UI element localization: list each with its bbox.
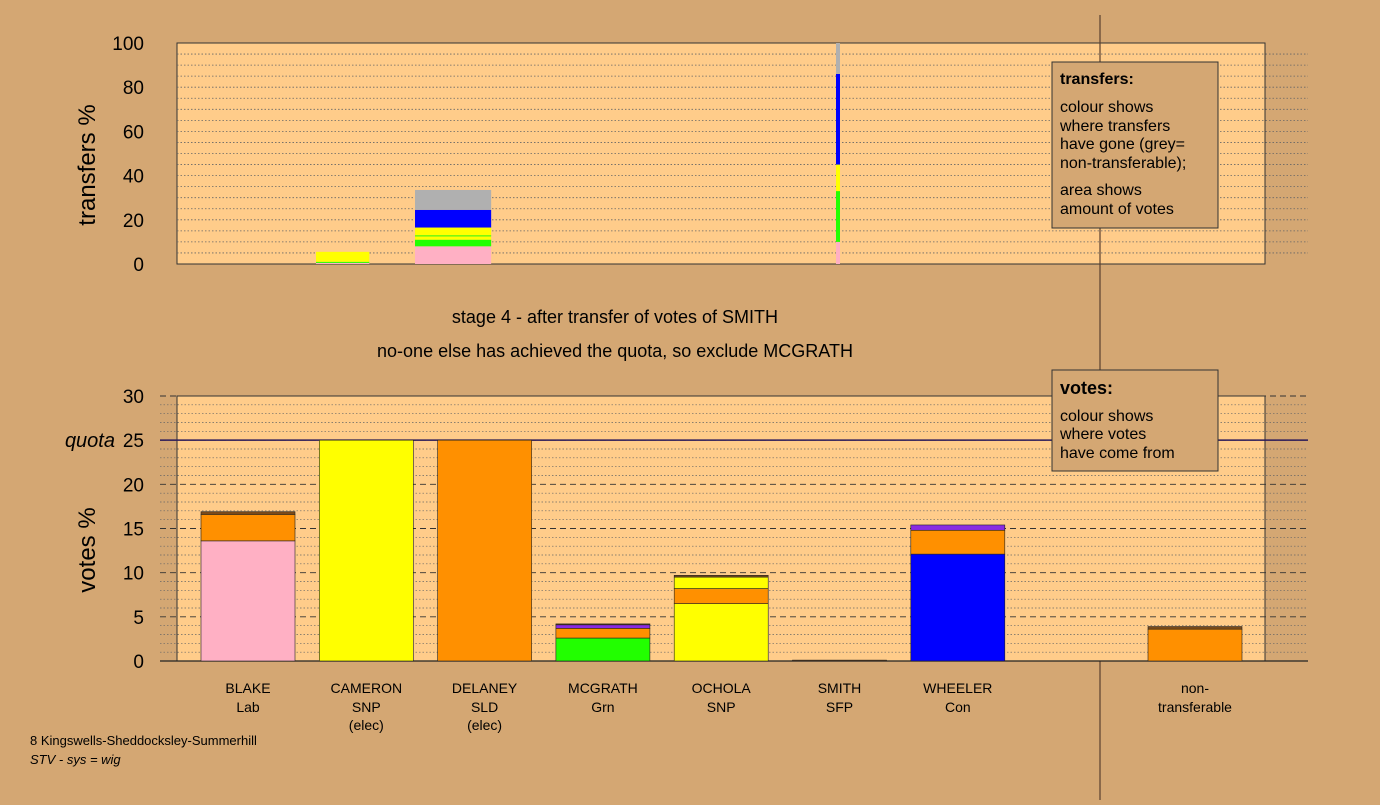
candidate-party: SNP: [707, 699, 736, 715]
candidate-name: CAMERON: [331, 680, 403, 696]
candidate-party: SNP: [352, 699, 381, 715]
transfer-segment-delaney: [415, 235, 492, 237]
votes-tick-label: 5: [133, 608, 144, 629]
transfer-segment-cameron: [316, 261, 370, 263]
votes-legend-box: [1051, 369, 1219, 472]
quota-label: quota: [65, 430, 115, 452]
transfer-segment-delaney: [415, 246, 492, 264]
transfer-segment-smith: [836, 73, 840, 165]
vote-segment-smith: [792, 659, 887, 662]
candidate-name: BLAKE: [225, 680, 270, 696]
candidate-labels: BLAKE Lab CAMERON SNP (elec) DELANEY SLD (elec)…: [225, 680, 1232, 733]
candidate-party: Con: [945, 699, 971, 715]
candidate-name: DELANEY: [452, 680, 518, 696]
candidate-name: SMITH: [818, 680, 862, 696]
transfer-segment-cameron: [316, 251, 370, 262]
candidate-party: SLD: [471, 699, 498, 715]
transfers-legend-line: have gone (grey=: [1060, 136, 1185, 153]
candidate-party: transferable: [1158, 699, 1232, 715]
vote-segment-mcgrath: [555, 637, 651, 662]
vote-segment-non: [1147, 628, 1243, 662]
vote-segment-ochola: [673, 603, 769, 662]
votes-legend: votes: colour shows where votes have com…: [1051, 369, 1219, 472]
transfers-legend: transfers: colour shows where transfers …: [1051, 61, 1219, 229]
transfer-segment-delaney: [415, 236, 492, 240]
vote-segment-mcgrath: [555, 623, 651, 626]
votes-bars: [200, 439, 1243, 662]
candidate-name: non-: [1181, 680, 1209, 696]
transfers-tick-label: 0: [133, 255, 144, 276]
vote-segment-ochola: [673, 576, 769, 589]
votes-tick-label: 0: [133, 652, 144, 673]
transfer-segment-delaney: [415, 209, 492, 228]
vote-segment-non: [1147, 626, 1243, 630]
vote-segment-wheeler: [910, 524, 1006, 531]
vote-segment-wheeler: [910, 553, 1006, 662]
vote-segment-blake: [200, 514, 296, 542]
transfer-segment-delaney: [415, 239, 492, 247]
candidate-party: SFP: [826, 699, 853, 715]
votes-legend-line: colour shows: [1060, 408, 1153, 425]
votes-tick-label: 10: [123, 564, 144, 585]
vote-segment-cameron: [318, 439, 414, 662]
votes-y-label: votes %: [74, 507, 101, 592]
votes-y-axis: 0 5 10 15 20 25 30 quota: [65, 387, 144, 673]
transfer-segment-smith: [836, 241, 840, 264]
vote-segment-ochola: [673, 588, 769, 604]
transfers-legend-box: [1051, 61, 1219, 229]
votes-legend-line: have come from: [1060, 445, 1175, 462]
vote-segment-blake: [200, 511, 296, 515]
transfers-tick-label: 80: [123, 78, 144, 99]
transfers-legend-line: amount of votes: [1060, 201, 1174, 218]
stage-subtitle: no-one else has achieved the quota, so e…: [377, 341, 853, 361]
transfers-tick-label: 100: [112, 34, 144, 55]
transfers-tick-label: 60: [123, 122, 144, 143]
transfers-legend-line: non-transferable);: [1060, 155, 1186, 172]
vote-segment-mcgrath: [555, 628, 651, 639]
candidate-name: WHEELER: [923, 680, 992, 696]
votes-tick-label: 15: [123, 520, 144, 541]
transfer-segment-smith: [836, 191, 840, 242]
candidate-status: (elec): [349, 717, 384, 733]
candidate-name: MCGRATH: [568, 680, 638, 696]
candidate-status: (elec): [467, 717, 502, 733]
vote-segment-blake: [200, 540, 296, 662]
stage-title: stage 4 - after transfer of votes of SMI…: [452, 307, 778, 327]
candidate-name: OCHOLA: [692, 680, 752, 696]
transfer-segment-cameron: [316, 262, 370, 264]
transfers-bars: [316, 43, 840, 264]
votes-tick-label: 25: [123, 431, 144, 452]
transfers-legend-title: transfers:: [1060, 71, 1134, 88]
footer-ward: 8 Kingswells-Sheddocksley-Summerhill: [30, 733, 257, 748]
transfer-segment-smith: [836, 164, 840, 192]
footer-system: STV - sys = wig: [30, 752, 121, 767]
vote-segment-wheeler: [910, 529, 1006, 555]
transfers-tick-label: 20: [123, 211, 144, 232]
candidate-party: Grn: [591, 699, 614, 715]
votes-legend-line: where votes: [1059, 426, 1146, 443]
vote-segment-mcgrath: [555, 624, 651, 629]
transfers-legend-line: colour shows: [1060, 99, 1153, 116]
transfer-segment-smith: [836, 43, 840, 74]
votes-legend-title: votes:: [1060, 378, 1113, 398]
votes-tick-label: 30: [123, 387, 144, 408]
candidate-party: Lab: [236, 699, 260, 715]
votes-tick-label: 20: [123, 475, 144, 496]
vote-segment-ochola: [673, 575, 769, 578]
transfers-legend-line: where transfers: [1059, 118, 1170, 135]
vote-segment-delaney: [437, 439, 532, 662]
transfers-y-label: transfers %: [74, 104, 101, 225]
transfer-segment-delaney: [415, 189, 492, 210]
transfers-tick-label: 40: [123, 167, 144, 188]
transfer-segment-delaney: [415, 227, 492, 236]
transfers-y-axis: 0 20 40 60 80 100: [112, 34, 144, 276]
transfers-legend-line: area shows: [1060, 182, 1142, 199]
